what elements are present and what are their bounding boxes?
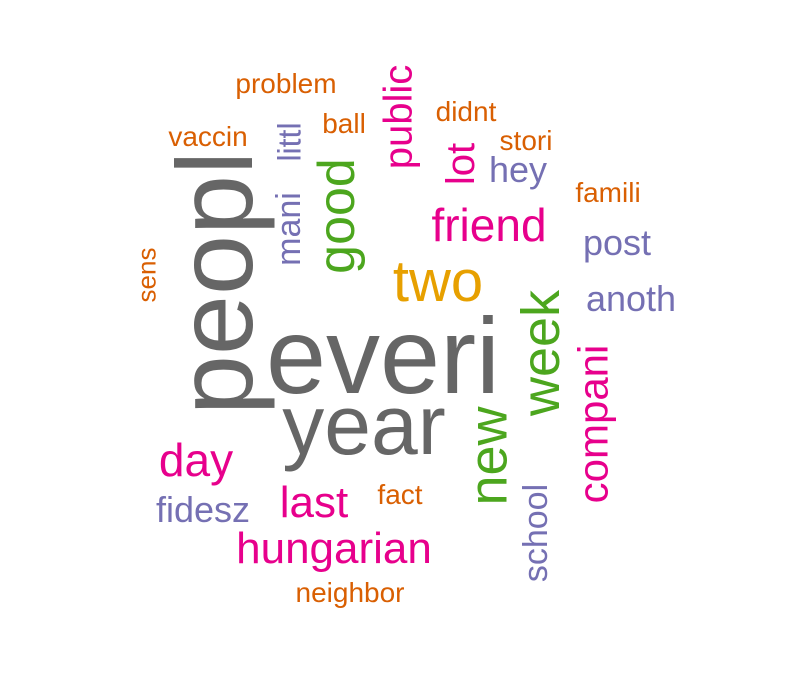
word-two: two <box>392 249 484 314</box>
word-ball: ball <box>322 108 366 139</box>
word-hungarian: hungarian <box>236 524 432 573</box>
word-fact: fact <box>377 479 423 510</box>
word-last: last <box>279 478 349 527</box>
word-peopl: peopl <box>153 150 275 416</box>
word-compani: compani <box>568 344 616 504</box>
word-friend: friend <box>431 199 547 251</box>
word-fidesz: fidesz <box>155 489 251 530</box>
word-littl: littl <box>271 122 308 162</box>
word-mani: mani <box>269 192 308 266</box>
word-hey: hey <box>488 149 548 190</box>
word-good: good <box>308 158 366 274</box>
word-stori: stori <box>499 125 553 156</box>
word-lot: lot <box>439 142 483 186</box>
word-neighbor: neighbor <box>295 577 405 608</box>
word-school: school <box>517 483 555 583</box>
word-day: day <box>158 434 234 486</box>
word-post: post <box>582 222 652 263</box>
word-problem: problem <box>235 68 337 99</box>
word-week: week <box>511 289 571 417</box>
word-sens: sens <box>130 247 161 303</box>
word-anoth: anoth <box>585 278 677 319</box>
word-famili: famili <box>575 177 641 208</box>
word-didnt: didnt <box>435 96 497 127</box>
word-year: year <box>282 378 446 472</box>
word-vaccin: vaccin <box>168 121 248 152</box>
word-public: public <box>375 64 420 170</box>
word-everi: everi <box>265 295 501 416</box>
word-new: new <box>459 406 519 506</box>
